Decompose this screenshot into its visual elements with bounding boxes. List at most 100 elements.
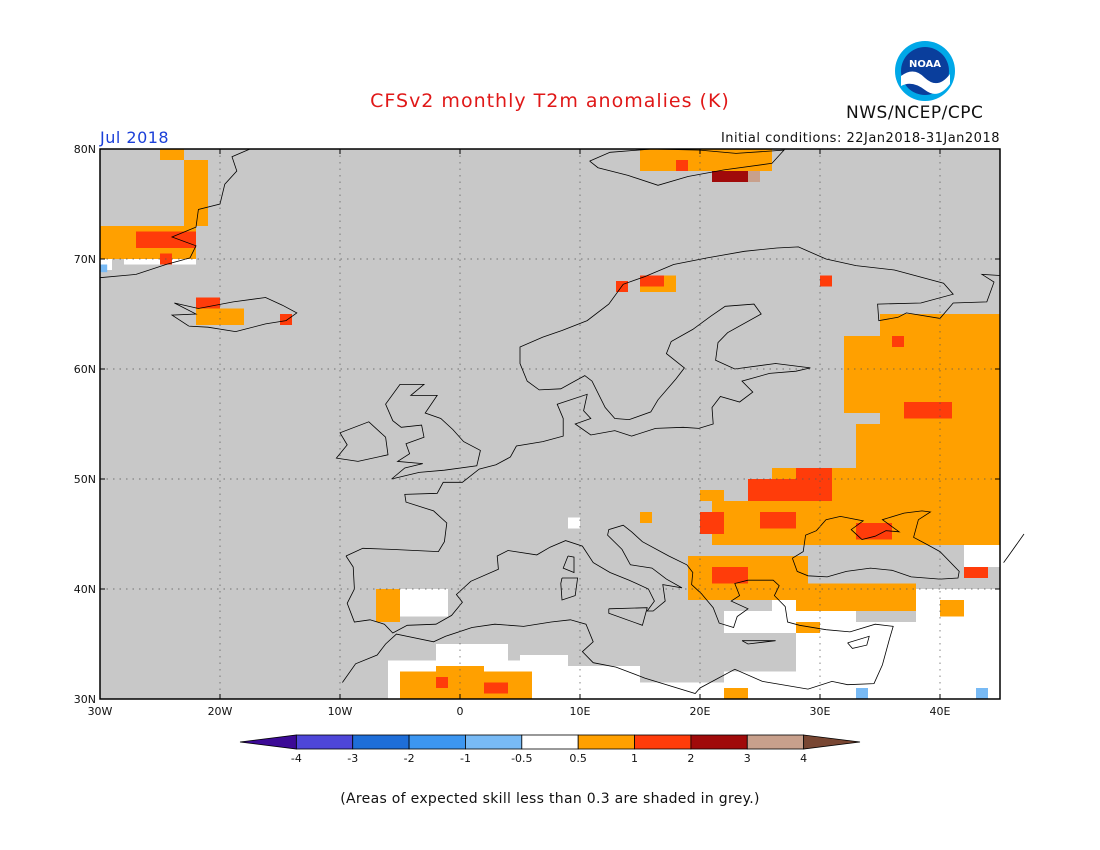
anomaly-cell-hot bbox=[676, 160, 688, 171]
anomaly-cell-very-hot bbox=[712, 171, 748, 182]
legend-swatch bbox=[352, 734, 410, 750]
anomaly-cell-warm bbox=[436, 666, 484, 677]
legend-swatch bbox=[465, 734, 523, 750]
anomaly-cell-warm bbox=[640, 512, 652, 523]
lon-label: 0 bbox=[457, 705, 464, 718]
lon-label: 30E bbox=[810, 705, 831, 718]
map-frame bbox=[99, 148, 1001, 700]
legend-label: 1 bbox=[631, 752, 638, 765]
anomaly-cell-cool bbox=[976, 688, 988, 699]
anomaly-cell-warm bbox=[724, 688, 748, 699]
anomaly-cell-neutral bbox=[556, 688, 604, 699]
anomaly-cell-warm bbox=[940, 600, 964, 617]
anomaly-cell-warm bbox=[640, 149, 772, 171]
coastline-segment bbox=[741, 640, 776, 645]
anomaly-cell-hot bbox=[712, 567, 748, 584]
legend-label: -0.5 bbox=[511, 752, 532, 765]
lat-label: 80N bbox=[74, 143, 96, 156]
initial-conditions: Initial conditions: 22Jan2018-31Jan2018 bbox=[720, 131, 1000, 146]
legend-arrow-high bbox=[803, 734, 861, 750]
anomaly-cell-warm bbox=[796, 622, 820, 633]
lon-label: 20W bbox=[208, 705, 233, 718]
anomaly-cell-warm bbox=[160, 149, 184, 160]
anomaly-cell-warm bbox=[196, 308, 244, 325]
legend-label: -4 bbox=[291, 752, 302, 765]
coastline-segment bbox=[562, 555, 575, 574]
lat-label: 30N bbox=[74, 693, 96, 706]
lat-label: 60N bbox=[74, 363, 96, 376]
agency-name: NWS/NCEP/CPC bbox=[846, 103, 984, 123]
legend-label: 3 bbox=[744, 752, 751, 765]
anomaly-cell-hot bbox=[892, 336, 904, 347]
coastline-segment bbox=[335, 421, 389, 462]
anomaly-cell-warm bbox=[856, 424, 892, 468]
lon-label: 10W bbox=[328, 705, 353, 718]
legend-swatch bbox=[295, 734, 354, 750]
legend-swatch bbox=[577, 734, 635, 750]
legend-arrow-low bbox=[239, 734, 297, 750]
coastline-segment bbox=[345, 246, 1001, 557]
legend-label: 4 bbox=[800, 752, 807, 765]
coastline-segment bbox=[847, 635, 870, 649]
anomaly-cell-hot bbox=[820, 275, 832, 287]
coastline-segment bbox=[342, 524, 894, 694]
color-legend: -4 -3 -2 -1 -0.5 0.5 1 2 3 4 bbox=[239, 734, 861, 765]
anomaly-cell-hot bbox=[856, 523, 892, 540]
lon-label: 30W bbox=[88, 705, 113, 718]
anomaly-grid bbox=[100, 149, 1000, 699]
lat-label: 70N bbox=[74, 253, 96, 266]
lat-label: 40N bbox=[74, 583, 96, 596]
anomaly-cell-hot bbox=[700, 512, 724, 534]
lat-label: 50N bbox=[74, 473, 96, 486]
anomaly-cell-hot bbox=[640, 275, 664, 287]
coastline-segment bbox=[170, 297, 298, 333]
coastline-segment bbox=[99, 148, 251, 279]
anomaly-cell-hot bbox=[760, 512, 796, 529]
coastline-segment bbox=[385, 384, 481, 480]
legend-swatch bbox=[690, 734, 748, 750]
anomaly-cell-extreme bbox=[748, 171, 760, 182]
legend-label: 2 bbox=[687, 752, 694, 765]
anomaly-cell-cool bbox=[100, 264, 108, 273]
map-title: CFSv2 monthly T2m anomalies (K) bbox=[370, 90, 730, 112]
anomaly-cell-neutral bbox=[796, 622, 1000, 677]
anomaly-cell-neutral bbox=[724, 611, 796, 633]
legend-label: -2 bbox=[404, 752, 415, 765]
anomaly-cell-hot bbox=[964, 567, 988, 578]
anomaly-cell-warm bbox=[700, 490, 724, 501]
anomaly-cell-warm bbox=[844, 336, 880, 413]
legend-swatch bbox=[408, 734, 466, 750]
anomaly-cell-hot bbox=[436, 677, 448, 688]
anomaly-cell-hot bbox=[280, 314, 292, 325]
anomaly-cell-warm bbox=[376, 589, 400, 622]
anomaly-cell-hot bbox=[484, 682, 508, 694]
legend-label: -1 bbox=[460, 752, 471, 765]
anomaly-cell-hot bbox=[136, 231, 196, 248]
valid-month: Jul 2018 bbox=[100, 128, 170, 147]
lon-label: 40E bbox=[930, 705, 951, 718]
lon-label: 20E bbox=[690, 705, 711, 718]
anomaly-cell-warm bbox=[184, 160, 208, 226]
anomaly-cell-hot bbox=[196, 297, 220, 309]
coastline-segment bbox=[560, 577, 579, 601]
skill-footnote: (Areas of expected skill less than 0.3 a… bbox=[340, 791, 760, 807]
legend-swatch bbox=[746, 734, 805, 750]
anomaly-cell-warm bbox=[796, 583, 916, 611]
legend-swatch bbox=[634, 734, 692, 750]
legend-label: -3 bbox=[347, 752, 358, 765]
noaa-logo-icon: NOAA bbox=[895, 41, 955, 101]
coastline-segment bbox=[608, 607, 648, 626]
anomaly-cell-neutral bbox=[568, 517, 580, 529]
coastline-segment bbox=[1003, 533, 1025, 563]
anomaly-cell-neutral bbox=[400, 589, 448, 617]
anomaly-cell-hot bbox=[904, 402, 952, 419]
noaa-logo-text: NOAA bbox=[909, 59, 941, 70]
lon-label: 10E bbox=[570, 705, 591, 718]
anomaly-cell-neutral bbox=[436, 644, 508, 666]
anomaly-cell-hot bbox=[796, 468, 832, 479]
coastline-segment bbox=[792, 510, 960, 580]
anomaly-cell-hot bbox=[748, 479, 832, 501]
anomaly-cell-cool bbox=[856, 688, 868, 699]
